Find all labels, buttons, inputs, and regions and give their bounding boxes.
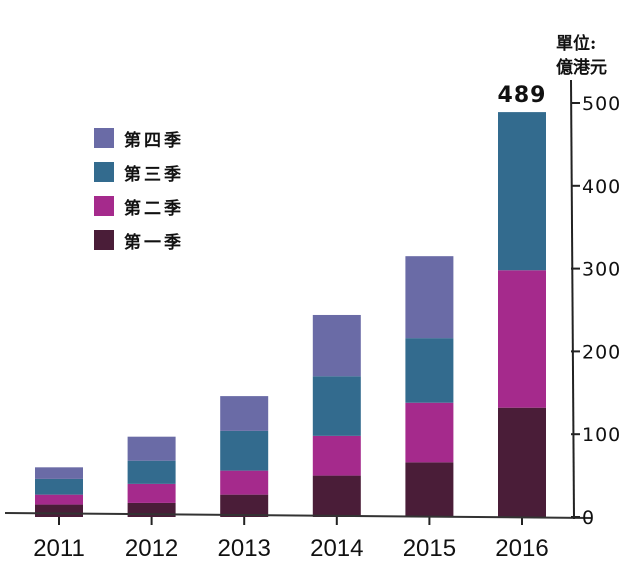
- bar-segment: [498, 270, 546, 408]
- legend-swatch: [94, 196, 114, 216]
- y-tick-label: 300: [582, 259, 621, 281]
- bar-segment: [498, 112, 546, 271]
- legend-item-q2: 第二季: [94, 196, 184, 219]
- x-tick-label: 2014: [310, 535, 363, 562]
- data-label: 489: [498, 83, 547, 108]
- y-tick-label: 400: [582, 176, 621, 198]
- y-tick-label: 0: [582, 507, 595, 529]
- bar-segment: [312, 435, 361, 476]
- x-tick-label: 2015: [403, 535, 456, 562]
- legend-swatch: [94, 230, 114, 250]
- bar-segment: [127, 460, 176, 484]
- unit-label-line-2: 億港元: [556, 58, 607, 78]
- x-tick-label: 2011: [33, 535, 85, 562]
- bar-segment: [220, 396, 269, 431]
- bar-segment: [312, 376, 361, 436]
- bar-segment: [35, 467, 83, 479]
- bar-segment: [220, 430, 269, 471]
- bar-segment: [405, 256, 454, 339]
- legend-swatch: [94, 162, 114, 182]
- legend-label: 第二季: [124, 198, 184, 219]
- legend-item-q3: 第三季: [94, 162, 184, 185]
- legend-label: 第一季: [124, 232, 184, 253]
- x-tick-label: 2013: [218, 535, 271, 562]
- bar-segment: [35, 478, 83, 495]
- legend: 第四季 第三季 第二季 第一季: [94, 128, 184, 264]
- unit-label-line-1: 單位:: [556, 34, 597, 54]
- bar-segment: [312, 475, 361, 517]
- unit-label: 單位: 億港元: [556, 32, 607, 80]
- legend-item-q1: 第一季: [94, 230, 184, 253]
- legend-swatch: [94, 128, 114, 148]
- bar-segment: [127, 436, 176, 461]
- legend-label: 第四季: [124, 130, 184, 151]
- bar-segment: [220, 494, 269, 517]
- bar-segment: [127, 483, 176, 503]
- bar-segment: [498, 407, 546, 517]
- bar-segment: [405, 462, 454, 517]
- bar-segment: [220, 470, 269, 495]
- x-tick-label: 2016: [495, 535, 548, 562]
- bar-segment: [405, 338, 454, 403]
- y-tick-label: 500: [582, 93, 621, 115]
- bar-segment: [35, 504, 83, 517]
- y-tick-label: 200: [582, 341, 621, 363]
- y-tick-label: 100: [582, 424, 621, 446]
- y-axis-line: [570, 79, 575, 520]
- legend-label: 第三季: [124, 164, 184, 185]
- legend-item-q4: 第四季: [94, 128, 184, 151]
- bar-segment: [35, 494, 83, 505]
- x-tick-label: 2012: [125, 535, 178, 562]
- bar-segment: [405, 402, 454, 463]
- x-axis-line: [4, 512, 592, 519]
- bar-segment: [312, 314, 361, 377]
